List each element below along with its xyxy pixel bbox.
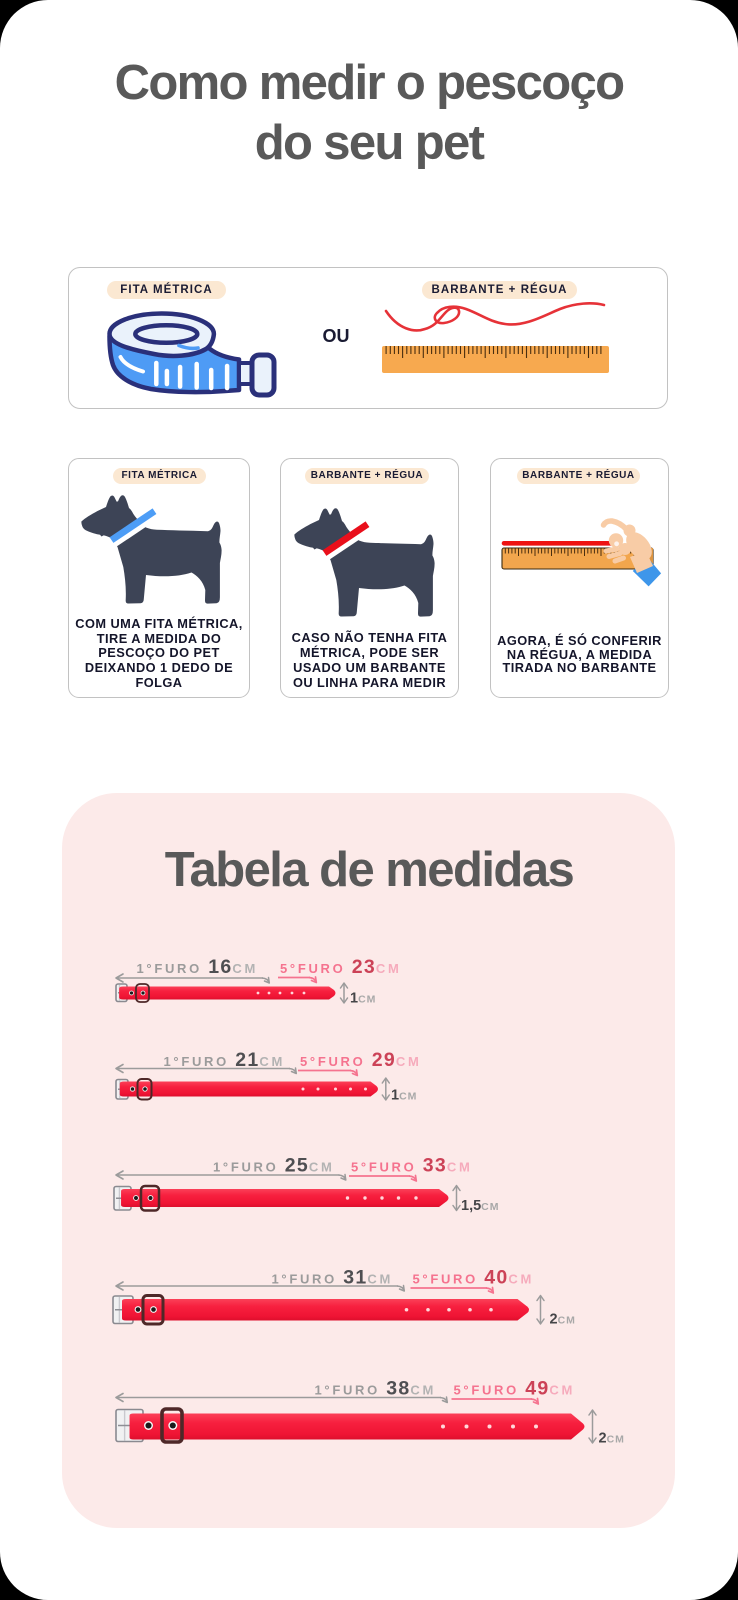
svg-text:5°FURO 49CM: 5°FURO 49CM [454,1378,576,1400]
svg-text:2CM: 2CM [599,1431,625,1447]
svg-text:1CM: 1CM [391,1088,417,1104]
svg-text:1°FURO 21CM: 1°FURO 21CM [164,1049,286,1071]
svg-text:5°FURO 23CM: 5°FURO 23CM [280,956,402,978]
svg-text:1,5CM: 1,5CM [461,1198,500,1214]
svg-text:1°FURO 16CM: 1°FURO 16CM [137,956,259,978]
svg-text:5°FURO 29CM: 5°FURO 29CM [300,1049,422,1071]
svg-text:1°FURO 31CM: 1°FURO 31CM [272,1267,394,1289]
svg-text:5°FURO 40CM: 5°FURO 40CM [413,1267,535,1289]
svg-text:1°FURO 25CM: 1°FURO 25CM [213,1155,335,1177]
svg-text:2CM: 2CM [550,1312,576,1328]
svg-text:5°FURO 33CM: 5°FURO 33CM [351,1155,473,1177]
svg-text:1°FURO 38CM: 1°FURO 38CM [315,1378,437,1400]
svg-text:1CM: 1CM [350,991,376,1007]
